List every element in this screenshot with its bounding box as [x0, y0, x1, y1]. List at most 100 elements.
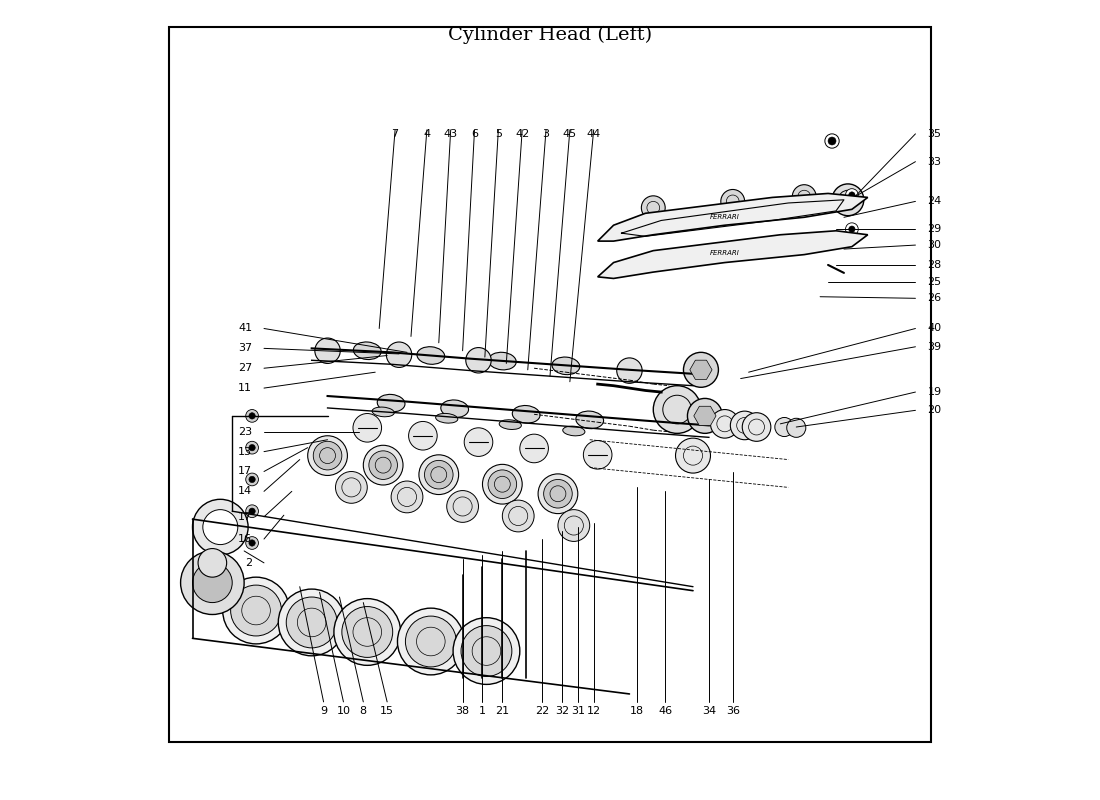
Text: 4: 4 [424, 129, 430, 139]
Text: 17: 17 [238, 466, 252, 477]
Circle shape [618, 226, 625, 232]
Text: 27: 27 [238, 363, 252, 374]
Circle shape [653, 386, 701, 434]
Ellipse shape [563, 426, 585, 436]
Circle shape [249, 413, 255, 419]
Circle shape [222, 577, 289, 644]
Circle shape [742, 413, 771, 442]
Polygon shape [690, 360, 712, 379]
Circle shape [558, 510, 590, 542]
Text: 25: 25 [927, 278, 942, 287]
Text: 29: 29 [927, 224, 942, 234]
Circle shape [786, 418, 806, 438]
Text: 19: 19 [927, 387, 942, 397]
Circle shape [180, 551, 244, 614]
Ellipse shape [436, 414, 458, 423]
Text: 18: 18 [630, 706, 645, 716]
Text: 26: 26 [927, 294, 942, 303]
Circle shape [730, 411, 759, 440]
Circle shape [198, 549, 227, 577]
Text: 45: 45 [563, 129, 576, 139]
Text: 22: 22 [535, 706, 549, 716]
Text: 43: 43 [443, 129, 458, 139]
Text: FERRARI: FERRARI [710, 250, 739, 256]
Text: 33: 33 [927, 157, 942, 166]
Circle shape [618, 265, 625, 271]
Polygon shape [597, 194, 868, 241]
Circle shape [453, 618, 520, 685]
Text: 13: 13 [238, 446, 252, 457]
Circle shape [386, 342, 411, 367]
Circle shape [447, 490, 478, 522]
Text: 28: 28 [927, 260, 942, 270]
Circle shape [825, 134, 839, 148]
Text: 41: 41 [238, 323, 252, 334]
Text: 2: 2 [245, 558, 252, 568]
Ellipse shape [488, 352, 516, 370]
Text: 11: 11 [238, 383, 252, 393]
Ellipse shape [353, 342, 381, 359]
Circle shape [406, 616, 456, 667]
Circle shape [711, 410, 739, 438]
Circle shape [615, 262, 628, 274]
Circle shape [336, 471, 367, 503]
Text: 36: 36 [726, 706, 739, 716]
Circle shape [249, 540, 255, 546]
Circle shape [249, 445, 255, 451]
Text: 31: 31 [571, 706, 585, 716]
Text: 8: 8 [360, 706, 367, 716]
Circle shape [520, 434, 549, 462]
Circle shape [846, 189, 858, 202]
Text: 17: 17 [238, 512, 252, 522]
Circle shape [461, 626, 512, 677]
Polygon shape [597, 230, 868, 278]
Circle shape [363, 446, 403, 485]
Circle shape [425, 460, 453, 489]
Circle shape [538, 474, 578, 514]
Circle shape [615, 223, 628, 235]
Text: Cylinder Head (Left): Cylinder Head (Left) [448, 26, 652, 44]
Text: 7: 7 [392, 129, 398, 139]
Text: FERRARI: FERRARI [710, 214, 739, 220]
Circle shape [488, 470, 517, 498]
Text: 37: 37 [238, 343, 252, 354]
Circle shape [774, 418, 794, 437]
Circle shape [503, 500, 535, 532]
Circle shape [483, 464, 522, 504]
Circle shape [846, 223, 858, 235]
Circle shape [617, 358, 642, 383]
Ellipse shape [441, 400, 469, 418]
Text: 35: 35 [927, 129, 942, 139]
Circle shape [245, 473, 258, 486]
Circle shape [392, 481, 422, 513]
Text: 44: 44 [586, 129, 601, 139]
Circle shape [245, 442, 258, 454]
Circle shape [245, 537, 258, 550]
Text: 38: 38 [455, 706, 470, 716]
Text: 46: 46 [658, 706, 672, 716]
Circle shape [397, 608, 464, 675]
Circle shape [342, 606, 393, 658]
Circle shape [683, 352, 718, 387]
Circle shape [192, 499, 249, 555]
Polygon shape [694, 406, 716, 426]
Text: 9: 9 [320, 706, 327, 716]
Circle shape [641, 196, 666, 220]
Ellipse shape [417, 346, 444, 364]
Circle shape [231, 585, 282, 636]
Circle shape [543, 479, 572, 508]
Text: 39: 39 [927, 342, 942, 352]
Text: 30: 30 [927, 240, 942, 250]
Text: 14: 14 [238, 486, 252, 496]
Circle shape [368, 451, 397, 479]
Circle shape [308, 436, 348, 475]
Circle shape [464, 428, 493, 457]
Text: 34: 34 [702, 706, 716, 716]
Text: 15: 15 [381, 706, 394, 716]
Circle shape [792, 185, 816, 209]
Circle shape [315, 338, 340, 363]
Text: 6: 6 [471, 129, 478, 139]
Text: 32: 32 [554, 706, 569, 716]
Text: 21: 21 [495, 706, 509, 716]
Circle shape [675, 438, 711, 473]
